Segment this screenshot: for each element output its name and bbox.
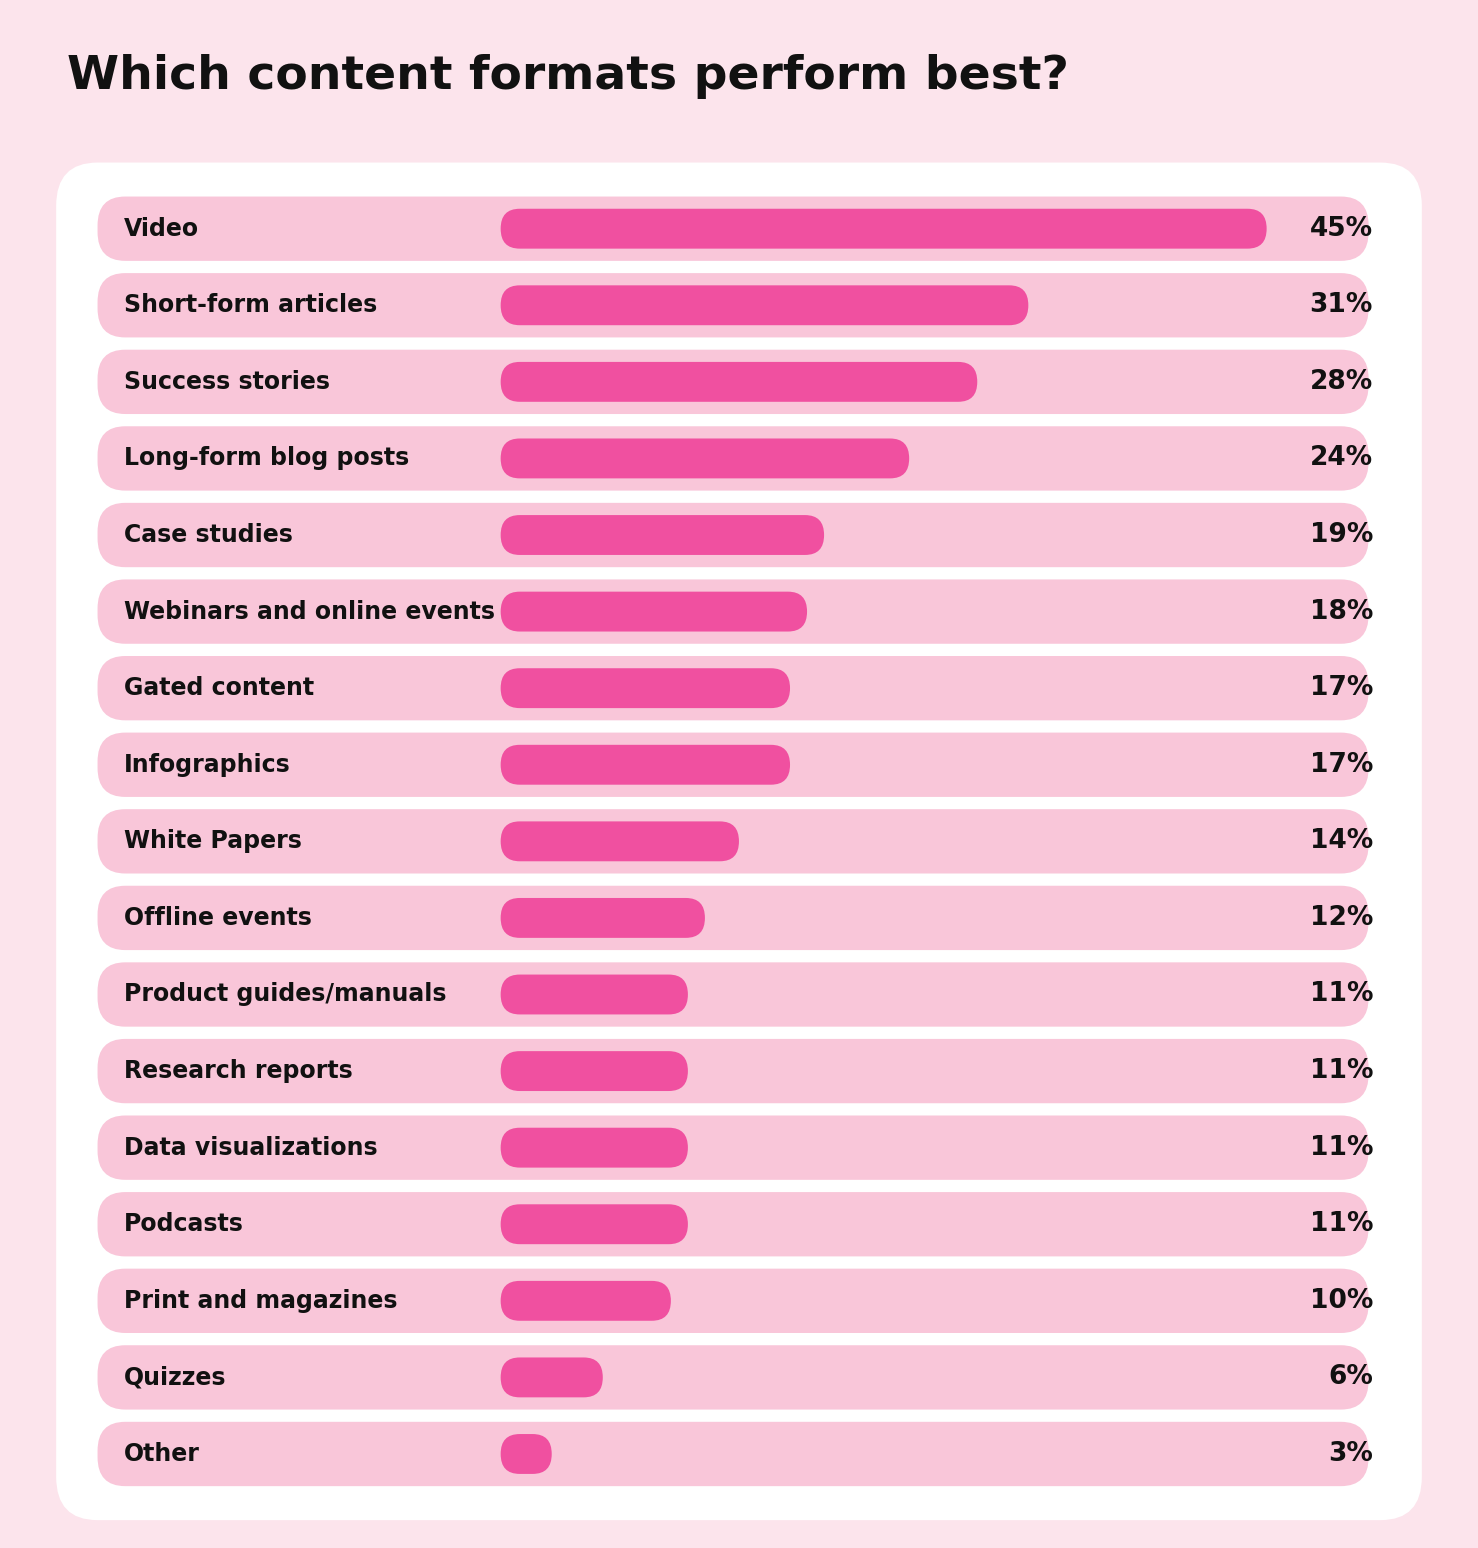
Text: 45%: 45% (1310, 215, 1373, 241)
FancyBboxPatch shape (98, 579, 1369, 644)
FancyBboxPatch shape (501, 438, 909, 478)
FancyBboxPatch shape (98, 197, 1369, 262)
FancyBboxPatch shape (501, 591, 807, 632)
FancyBboxPatch shape (98, 503, 1369, 567)
Text: 11%: 11% (1310, 1211, 1373, 1237)
FancyBboxPatch shape (501, 285, 1029, 325)
Text: Gated content: Gated content (124, 676, 315, 700)
FancyBboxPatch shape (501, 1433, 551, 1474)
Text: Success stories: Success stories (124, 370, 330, 393)
FancyBboxPatch shape (98, 1192, 1369, 1257)
Text: 18%: 18% (1310, 599, 1373, 624)
Text: Data visualizations: Data visualizations (124, 1136, 378, 1159)
FancyBboxPatch shape (98, 732, 1369, 797)
FancyBboxPatch shape (56, 163, 1422, 1520)
Text: 28%: 28% (1310, 368, 1373, 395)
FancyBboxPatch shape (98, 426, 1369, 491)
Text: Product guides/manuals: Product guides/manuals (124, 983, 446, 1006)
Text: Which content formats perform best?: Which content formats perform best? (67, 54, 1069, 99)
Text: Offline events: Offline events (124, 906, 312, 930)
FancyBboxPatch shape (98, 1116, 1369, 1180)
FancyBboxPatch shape (98, 810, 1369, 873)
FancyBboxPatch shape (501, 669, 791, 707)
Text: 31%: 31% (1310, 293, 1373, 319)
FancyBboxPatch shape (501, 1128, 687, 1167)
FancyBboxPatch shape (501, 362, 977, 402)
Text: Infographics: Infographics (124, 752, 291, 777)
FancyBboxPatch shape (501, 822, 739, 861)
Text: 14%: 14% (1310, 828, 1373, 854)
FancyBboxPatch shape (98, 885, 1369, 950)
Text: 19%: 19% (1310, 522, 1373, 548)
FancyBboxPatch shape (98, 656, 1369, 720)
Text: 10%: 10% (1310, 1288, 1373, 1314)
FancyBboxPatch shape (98, 963, 1369, 1026)
FancyBboxPatch shape (501, 1358, 603, 1398)
FancyBboxPatch shape (98, 1039, 1369, 1104)
FancyBboxPatch shape (98, 1269, 1369, 1333)
FancyBboxPatch shape (501, 975, 687, 1014)
Text: 11%: 11% (1310, 1135, 1373, 1161)
Text: 11%: 11% (1310, 981, 1373, 1008)
Text: Other: Other (124, 1443, 200, 1466)
Text: Research reports: Research reports (124, 1059, 353, 1084)
FancyBboxPatch shape (501, 898, 705, 938)
Text: Long-form blog posts: Long-form blog posts (124, 446, 409, 471)
Text: Print and magazines: Print and magazines (124, 1289, 398, 1313)
FancyBboxPatch shape (501, 745, 791, 785)
FancyBboxPatch shape (501, 1204, 687, 1245)
Text: Short-form articles: Short-form articles (124, 293, 377, 317)
FancyBboxPatch shape (98, 272, 1369, 337)
FancyBboxPatch shape (501, 1280, 671, 1320)
Text: 3%: 3% (1329, 1441, 1373, 1468)
Text: 24%: 24% (1310, 446, 1373, 472)
Text: Quizzes: Quizzes (124, 1365, 226, 1390)
Text: 6%: 6% (1329, 1364, 1373, 1390)
Text: Case studies: Case studies (124, 523, 293, 546)
Text: White Papers: White Papers (124, 830, 302, 853)
FancyBboxPatch shape (501, 1051, 687, 1091)
FancyBboxPatch shape (98, 1421, 1369, 1486)
FancyBboxPatch shape (98, 350, 1369, 413)
Text: 11%: 11% (1310, 1059, 1373, 1084)
FancyBboxPatch shape (501, 515, 825, 554)
FancyBboxPatch shape (98, 1345, 1369, 1410)
FancyBboxPatch shape (501, 209, 1267, 249)
Text: 12%: 12% (1310, 906, 1373, 930)
Text: Podcasts: Podcasts (124, 1212, 244, 1237)
Text: Webinars and online events: Webinars and online events (124, 599, 495, 624)
Text: 17%: 17% (1310, 752, 1373, 777)
Text: 17%: 17% (1310, 675, 1373, 701)
Text: Video: Video (124, 217, 200, 240)
